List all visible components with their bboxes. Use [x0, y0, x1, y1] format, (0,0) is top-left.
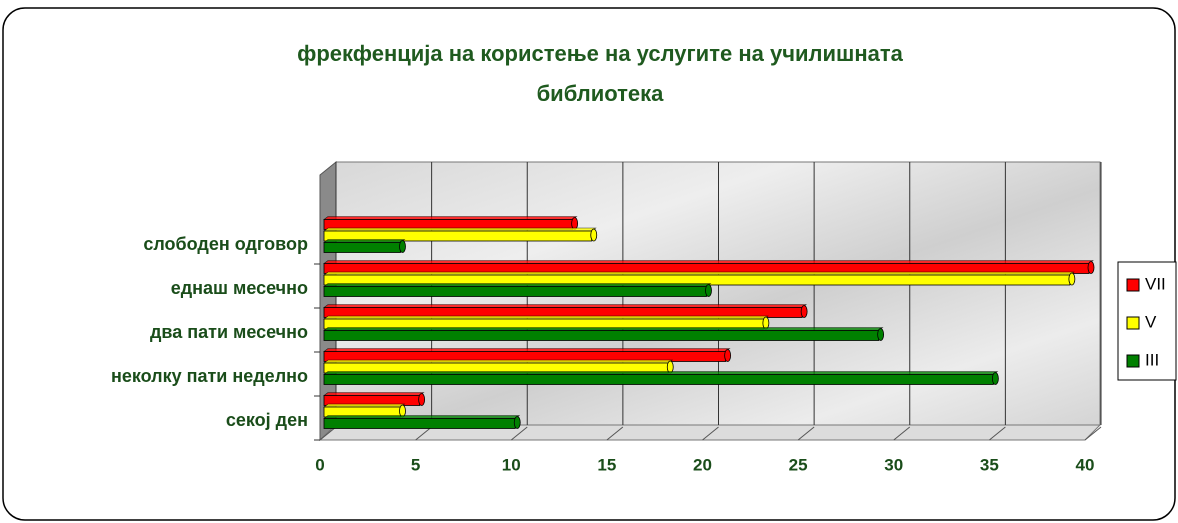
bar-cap [1068, 272, 1076, 286]
x-tick-label: 15 [597, 455, 616, 474]
x-tick-label: 35 [980, 455, 999, 474]
bar-top [323, 315, 769, 320]
y-tick-label: секој ден [226, 410, 308, 430]
y-tick-label: слободен одговор [143, 234, 308, 254]
bar [323, 418, 516, 429]
bar-top [323, 260, 1094, 264]
bar-top [323, 271, 1075, 276]
legend-label: III [1145, 350, 1159, 369]
tick-mark [893, 426, 911, 441]
bar-top [323, 283, 712, 287]
y-tick-label: еднаш месечно [171, 278, 308, 298]
chart-title: фрекфенција на користење на услугите на … [297, 41, 904, 66]
bar-top [323, 415, 521, 419]
tick-mark [606, 426, 624, 441]
x-tick-label: 40 [1076, 455, 1095, 474]
bar-cap [513, 416, 521, 429]
chart-title: библиотека [537, 81, 665, 106]
tick-mark [702, 426, 719, 441]
x-tick-label: 5 [411, 455, 420, 474]
x-tick-label: 30 [884, 455, 903, 474]
bar-top [323, 227, 597, 232]
bar [323, 242, 401, 253]
bar-cap [991, 372, 999, 385]
bar [323, 330, 880, 341]
bar-cap [877, 328, 885, 341]
bar-top [323, 359, 674, 364]
bar-top [323, 371, 999, 375]
bar-top [323, 348, 731, 352]
x-tick-label: 20 [693, 455, 712, 474]
tick-mark [415, 426, 432, 441]
legend-label: V [1145, 312, 1157, 331]
bar-cap [418, 393, 426, 406]
tick-mark [1084, 426, 1102, 441]
bar-top [323, 239, 406, 243]
bar-top [323, 392, 425, 396]
bar-top [323, 403, 406, 408]
bar-top [323, 327, 884, 331]
bar-cap [800, 305, 808, 318]
x-tick-label: 25 [789, 455, 808, 474]
y-tick-label: неколку пати неделно [111, 366, 308, 386]
legend-swatch [1126, 354, 1140, 368]
bar-cap [705, 284, 712, 297]
tick-mark [319, 426, 337, 441]
tick-mark [989, 426, 1006, 441]
bar [323, 286, 707, 297]
bar-cap [1087, 261, 1095, 274]
bar-top [323, 304, 808, 308]
y-tick-label: два пати месечно [150, 322, 308, 342]
bar-cap [724, 349, 732, 362]
bar-cap [590, 228, 598, 242]
x-tick-label: 10 [502, 455, 521, 474]
legend-swatch [1126, 278, 1140, 292]
legend-swatch [1126, 316, 1140, 330]
bar-top [323, 216, 578, 220]
tick-mark [797, 426, 815, 441]
x-tick-label: 0 [315, 455, 324, 474]
bar-cap [399, 240, 406, 253]
legend-label: VII [1145, 274, 1166, 293]
bar [323, 374, 994, 385]
tick-mark [510, 426, 528, 441]
